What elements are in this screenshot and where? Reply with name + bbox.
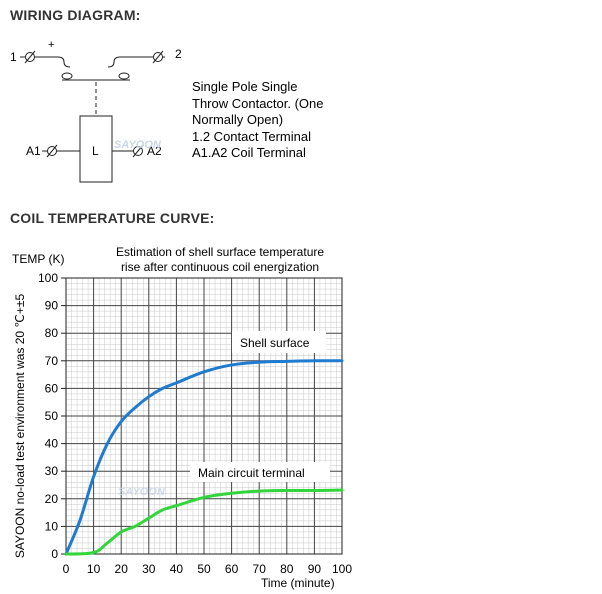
main-circuit-terminal-line [64,488,344,556]
y-tick-label: 0 [51,547,58,561]
description-line: Throw Contactor. (One [192,96,324,111]
x-tick-label: 70 [253,562,267,576]
x-tick-label: 10 [87,562,101,576]
chart-title-line-1: Estimation of shell surface temperature [116,245,324,259]
y-tick-label: 60 [45,381,59,395]
y-tick-label: 50 [45,409,59,423]
chart-watermark: SAYOON [118,486,166,498]
wiring-watermark: SAYOON [114,139,162,151]
coil-temperature-chart: 0 10 20 30 40 50 60 70 80 90 100 0 10 20 30 40 50 60 70 80… [12,245,352,590]
x-tick-label: 0 [63,562,70,576]
y-tick-label: 70 [45,354,59,368]
coil-temperature-heading: COIL TEMPERATURE CURVE: [10,210,215,226]
main-terminal-label: Main circuit terminal [198,466,305,480]
terminal-1-label: 1 [10,50,17,64]
terminal-2-slash [152,50,164,64]
wiring-diagram-heading: WIRING DIAGRAM: [10,7,141,23]
description-line: Normally Open) [192,112,283,127]
x-axis-label: Time (minute) [261,576,335,590]
coil-label: L [92,144,99,158]
description-line: Single Pole Single [192,79,298,94]
x-tick-label: 80 [280,562,294,576]
description-line: A1.A2 Coil Terminal [192,145,306,160]
wiring-diagram [20,50,165,183]
y-tick-label: 80 [45,326,59,340]
x-tick-label: 40 [170,562,184,576]
y-tick-labels: 0 10 20 30 40 50 60 70 80 90 100 [38,271,66,561]
y-tick-label: 90 [45,299,59,313]
coil-box [79,115,113,183]
x-tick-label: 30 [142,562,156,576]
plus-sign: + [48,39,54,51]
terminal-a1-label: A1 [26,144,41,158]
shell-surface-label: Shell surface [240,336,310,350]
contact-right-point [118,72,130,80]
y-tick-label: 30 [45,464,59,478]
contact-left-point [61,72,73,80]
description-line: 1.2 Contact Terminal [192,129,311,144]
y-tick-label: 10 [45,519,59,533]
shell-surface-line [64,359,344,556]
x-tick-label: 60 [225,562,239,576]
x-tick-label: 90 [308,562,322,576]
x-tick-label: 50 [197,562,211,576]
contact-hook-right [107,56,121,68]
terminal-a1-slash [46,144,58,158]
contact-hook-left [57,56,71,68]
terminal-a2-slash [132,144,144,158]
shell-surface-label-box [232,331,326,353]
chart-title-line-2: rise after continuous coil energization [121,260,319,274]
y-axis-label: TEMP (K) [12,252,64,266]
y-tick-label: 40 [45,437,59,451]
x-tick-label: 20 [115,562,129,576]
wiring-description: Single Pole Single Throw Contactor. (One… [192,79,324,160]
terminal-2-label: 2 [175,47,182,61]
y-tick-label: 100 [38,271,58,285]
side-note: SAYOON no-load test environment was 20 ℃… [13,294,27,559]
x-tick-labels: 0 10 20 30 40 50 60 70 80 90 100 [63,562,353,576]
series-lines [64,359,344,556]
terminal-a2-label: A2 [147,144,162,158]
x-tick-label: 100 [332,562,352,576]
main-terminal-label-box [190,462,330,482]
y-tick-label: 20 [45,492,59,506]
terminal-1-slash [24,50,36,64]
